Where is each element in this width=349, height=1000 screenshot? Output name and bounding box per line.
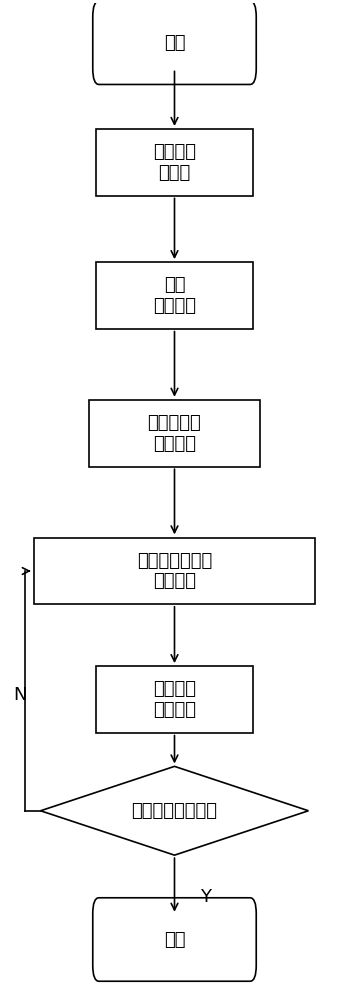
- Text: 产生
激励信号: 产生 激励信号: [153, 276, 196, 315]
- Bar: [89, 400, 260, 467]
- Text: 模式搜索
最优参数: 模式搜索 最优参数: [153, 680, 196, 719]
- Text: 是否满足性能指标: 是否满足性能指标: [132, 802, 217, 820]
- Polygon shape: [40, 766, 309, 855]
- Bar: [96, 129, 253, 196]
- Bar: [34, 538, 315, 604]
- FancyBboxPatch shape: [93, 1, 256, 84]
- FancyBboxPatch shape: [93, 898, 256, 981]
- Bar: [96, 666, 253, 733]
- Text: Y: Y: [200, 888, 211, 906]
- Text: 收集电流与
速度信号: 收集电流与 速度信号: [148, 414, 201, 453]
- Bar: [96, 262, 253, 329]
- Text: 开始: 开始: [164, 34, 185, 52]
- Text: 最小二乘法辨识
系统模型: 最小二乘法辨识 系统模型: [137, 552, 212, 590]
- Text: 伺服驱动
初始化: 伺服驱动 初始化: [153, 143, 196, 182]
- Text: N: N: [13, 686, 27, 704]
- Text: 结束: 结束: [164, 931, 185, 949]
